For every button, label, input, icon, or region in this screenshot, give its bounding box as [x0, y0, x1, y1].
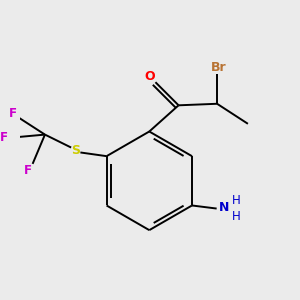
- Text: Br: Br: [211, 61, 226, 74]
- Text: H: H: [231, 210, 240, 223]
- Text: N: N: [219, 200, 230, 214]
- Text: O: O: [145, 70, 155, 83]
- Text: F: F: [0, 131, 8, 144]
- Text: S: S: [71, 143, 80, 157]
- Text: F: F: [24, 164, 32, 177]
- Text: H: H: [231, 194, 240, 207]
- Text: F: F: [9, 106, 16, 119]
